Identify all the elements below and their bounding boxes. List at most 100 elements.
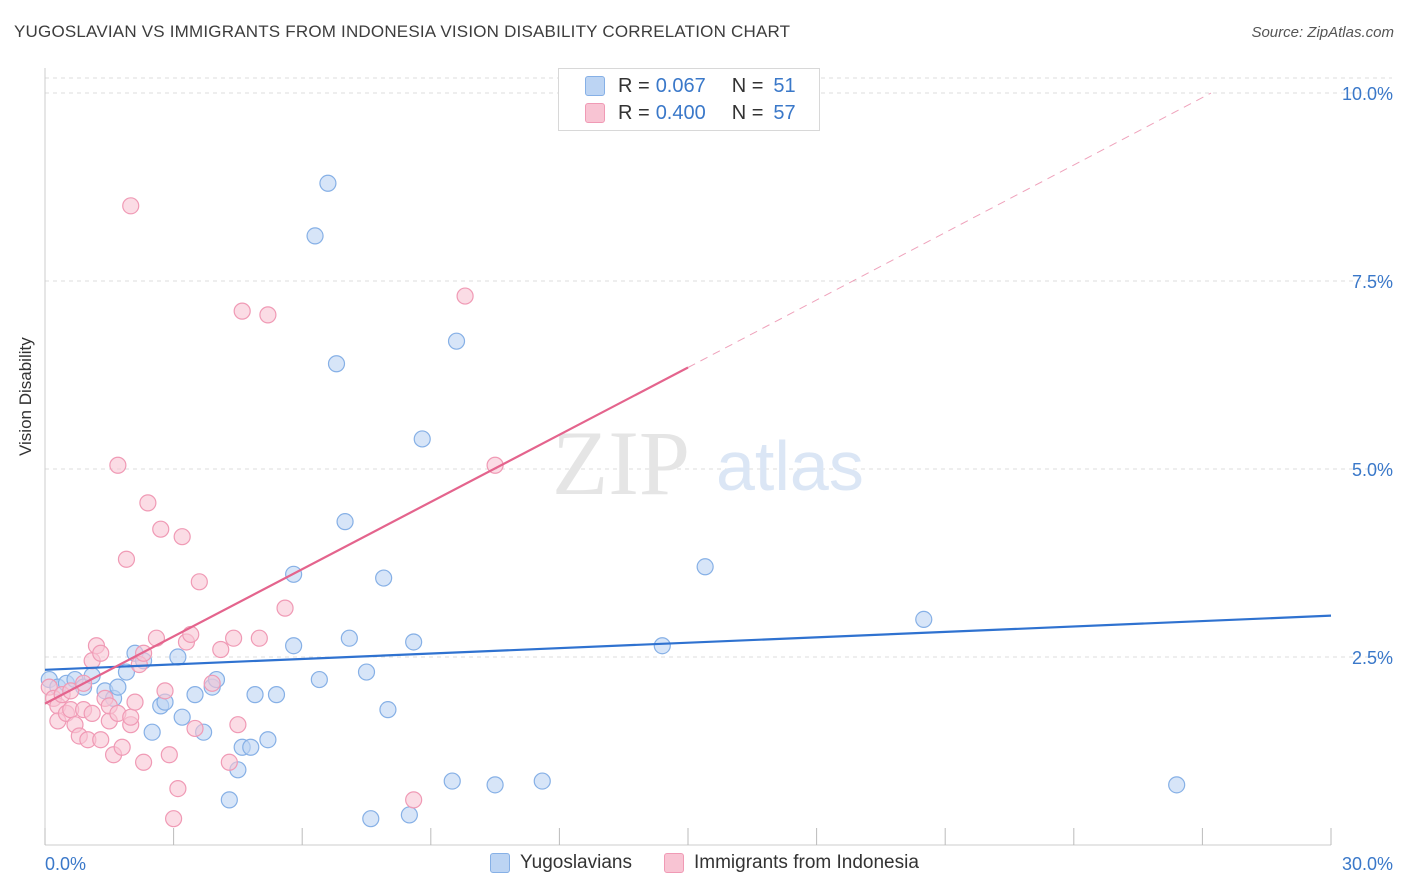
trend-line-extension [687, 92, 1212, 368]
r-value: 0.400 [655, 101, 706, 124]
axes [44, 68, 1332, 846]
data-point [126, 693, 144, 711]
data-point [1168, 776, 1186, 794]
data-point [246, 686, 264, 704]
n-label: N = [731, 74, 764, 97]
data-point [203, 674, 221, 692]
legend-swatch-pink [585, 103, 605, 123]
data-point [306, 227, 324, 245]
data-point [117, 663, 136, 681]
data-point [152, 520, 170, 538]
data-point [310, 670, 328, 689]
data-point [169, 780, 187, 798]
data-point [220, 791, 238, 809]
legend-swatch-blue [585, 76, 605, 96]
trend-line [44, 366, 689, 705]
data-point [486, 776, 504, 794]
legend-item-indonesia: Immigrants from Indonesia [663, 852, 919, 874]
n-label: N = [731, 101, 764, 124]
data-point [113, 738, 131, 756]
legend-swatch-pink [663, 853, 684, 873]
r-label: R = [618, 74, 650, 97]
data-point [533, 772, 551, 790]
data-point [117, 550, 136, 568]
trend-lines [44, 92, 1332, 705]
legend-row-pink: R = 0.400 N = 57 [585, 100, 796, 126]
data-point [190, 573, 208, 591]
data-point [357, 663, 376, 681]
y-tick-label: 7.5% [1352, 272, 1393, 292]
watermark-zip: ZIP [552, 412, 690, 514]
series-legend: Yugoslavians Immigrants from Indonesia [490, 852, 951, 874]
data-point [160, 746, 178, 764]
data-point [156, 682, 174, 700]
data-point [173, 528, 191, 546]
data-point [143, 723, 161, 741]
data-point [447, 332, 466, 350]
data-point [182, 625, 200, 644]
data-point [139, 494, 157, 512]
data-point [165, 810, 183, 828]
data-point [233, 302, 251, 320]
data-point [327, 355, 346, 373]
data-point [109, 456, 127, 474]
data-point [653, 637, 671, 655]
legend-label: Immigrants from Indonesia [693, 852, 919, 873]
y-tick-label: 5.0% [1352, 460, 1393, 480]
data-point [134, 753, 153, 771]
x-tick-label: 30.0% [1342, 854, 1393, 874]
data-point [405, 633, 423, 651]
legend-swatch-blue [490, 853, 510, 873]
data-point [225, 629, 243, 647]
y-tick-label: 2.5% [1352, 648, 1393, 668]
legend-item-yugoslavians: Yugoslavians [490, 852, 632, 874]
data-point [220, 753, 238, 771]
y-axis-label: Vision Disability [16, 337, 35, 456]
legend-row-blue: R = 0.067 N = 51 [585, 73, 796, 99]
data-point [122, 197, 140, 215]
data-point [340, 629, 358, 647]
tick-labels: 2.5% 5.0% 7.5% 10.0% 0.0% 30.0% [45, 84, 1393, 874]
data-point [276, 599, 294, 617]
series-yugoslavians [40, 174, 1186, 828]
data-point [169, 648, 187, 666]
x-tick-label: 0.0% [45, 854, 86, 874]
data-point [405, 791, 423, 809]
data-point [173, 708, 191, 726]
data-point [336, 513, 354, 531]
data-point [375, 569, 393, 587]
data-point [443, 772, 461, 790]
data-point [319, 174, 337, 192]
n-value: 51 [773, 74, 796, 97]
data-point [109, 678, 127, 696]
stats-legend: R = 0.067 N = 51 R = 0.400 N = 57 [558, 68, 820, 131]
data-point [186, 719, 204, 738]
watermark-atlas: atlas [716, 427, 864, 505]
legend-label: Yugoslavians [520, 852, 632, 873]
trend-line [44, 614, 1332, 671]
data-point [212, 640, 230, 659]
data-point [147, 629, 166, 647]
data-point [259, 731, 277, 749]
data-point [362, 810, 380, 828]
data-point [92, 731, 110, 749]
data-point [186, 686, 204, 704]
data-point [259, 306, 277, 324]
data-point [915, 610, 933, 629]
chart-title: YUGOSLAVIAN VS IMMIGRANTS FROM INDONESIA… [14, 22, 791, 41]
data-point [242, 738, 260, 756]
gridlines [45, 77, 1392, 658]
data-point [83, 704, 101, 723]
data-point [229, 716, 247, 734]
data-point [696, 558, 714, 576]
source-label: Source: ZipAtlas.com [1251, 24, 1394, 41]
data-point [250, 629, 268, 647]
data-point [92, 644, 110, 662]
data-point [456, 287, 474, 305]
r-value: 0.067 [655, 74, 706, 97]
data-point [122, 708, 140, 726]
data-point [285, 637, 303, 655]
data-point [413, 430, 431, 448]
data-point [379, 701, 397, 719]
